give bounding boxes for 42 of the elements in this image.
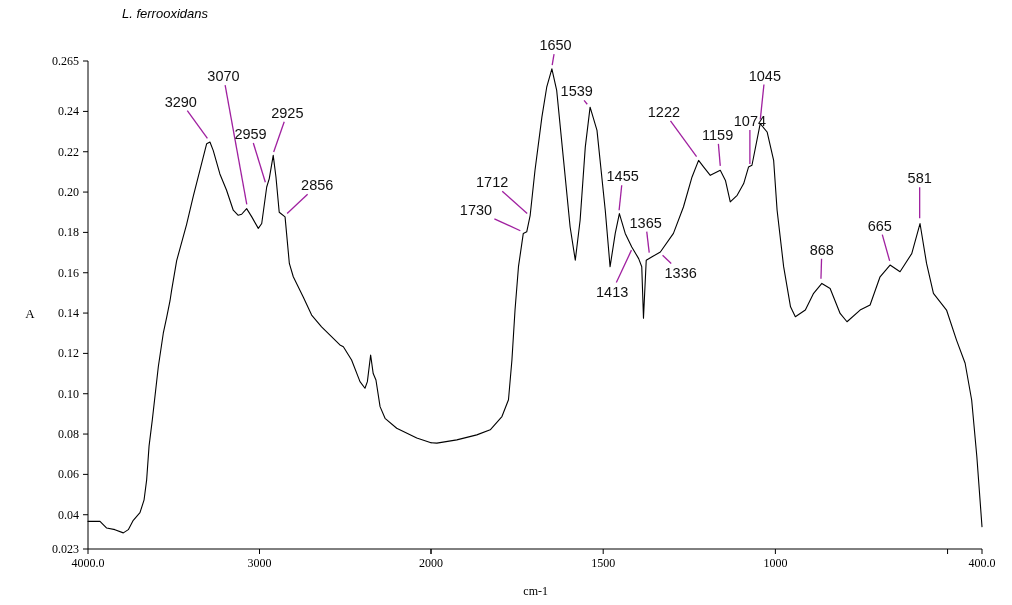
annotation: 2925 bbox=[271, 104, 304, 121]
chart-title: L. ferrooxidans bbox=[122, 6, 209, 21]
annotation: 1712 bbox=[476, 174, 509, 191]
annotation: 665 bbox=[867, 217, 892, 234]
annotation: 3290 bbox=[164, 93, 197, 110]
annotation: 1650 bbox=[539, 37, 572, 54]
y-tick-label: 0.18 bbox=[58, 225, 79, 240]
annotation: 2959 bbox=[234, 126, 267, 143]
y-tick-label: 0.12 bbox=[58, 346, 79, 361]
annotation: 1045 bbox=[748, 67, 782, 84]
annotation: 1365 bbox=[629, 214, 662, 231]
annotation: 1222 bbox=[647, 103, 681, 120]
x-axis-title: cm-1 bbox=[523, 584, 549, 598]
annotation: 1730 bbox=[459, 202, 493, 219]
x-tick-label: 4000.0 bbox=[71, 556, 105, 570]
annotation: 581 bbox=[907, 170, 932, 187]
x-tick-label: 400.0 bbox=[968, 556, 996, 570]
annotation: 3070 bbox=[207, 68, 240, 85]
y-tick-label: 0.265 bbox=[52, 54, 79, 68]
y-tick-label: 0.16 bbox=[58, 265, 79, 280]
y-tick-label: 0.22 bbox=[58, 144, 79, 159]
y-tick-label: 0.20 bbox=[58, 185, 79, 200]
y-tick-label: 0.14 bbox=[58, 306, 79, 321]
annotation: 2856 bbox=[301, 177, 334, 194]
x-tick-label: 1000 bbox=[763, 556, 788, 570]
annotation: 1159 bbox=[702, 126, 734, 143]
annotation: 1074 bbox=[733, 112, 767, 129]
y-tick-label: 0.08 bbox=[58, 427, 79, 442]
annotation: 1455 bbox=[606, 168, 639, 185]
y-tick-label: 0.06 bbox=[58, 467, 79, 482]
annotation: 1413 bbox=[596, 283, 629, 300]
y-tick-label: 0.04 bbox=[58, 507, 79, 522]
annotation: 1539 bbox=[560, 83, 593, 100]
y-tick-label: 0.10 bbox=[58, 386, 79, 401]
y-axis-title: A bbox=[25, 306, 36, 321]
annotation: 1336 bbox=[664, 264, 697, 281]
annotation: 868 bbox=[809, 241, 834, 258]
x-tick-label: 3000 bbox=[247, 556, 272, 570]
x-tick-label: 2000 bbox=[419, 556, 443, 570]
x-tick-label: 1500 bbox=[591, 556, 616, 570]
y-tick-label: 0.023 bbox=[52, 542, 79, 556]
y-tick-label: 0.24 bbox=[58, 104, 79, 119]
